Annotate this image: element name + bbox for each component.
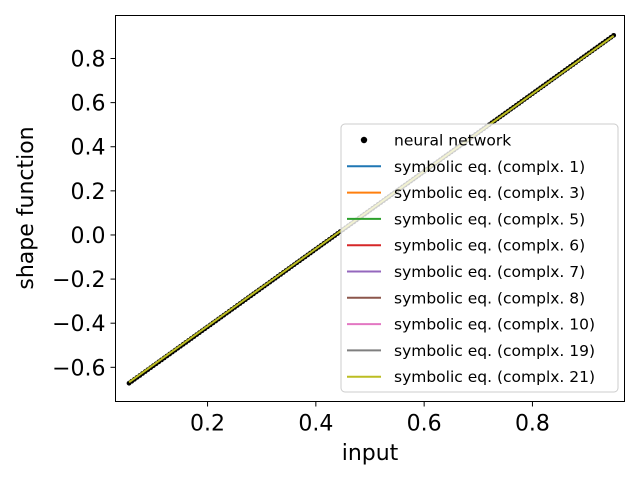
y-tick-label: 0.6 xyxy=(71,92,106,117)
y-tick-label: −0.4 xyxy=(52,312,105,337)
y-axis-label: shape function xyxy=(14,126,39,289)
legend-label-4: symbolic eq. (complx. 6) xyxy=(394,237,585,255)
y-axis-ticks: −0.6 −0.4 −0.2 0.0 0.2 0.4 0.6 0.8 xyxy=(52,48,116,381)
y-tick-label: −0.2 xyxy=(52,268,105,293)
legend-label-3: symbolic eq. (complx. 5) xyxy=(394,210,585,228)
x-tick-label: 0.4 xyxy=(298,412,333,437)
y-tick-label: 0.0 xyxy=(71,224,106,249)
legend-label-1: symbolic eq. (complx. 1) xyxy=(394,158,585,176)
legend-label-6: symbolic eq. (complx. 8) xyxy=(394,289,585,307)
y-tick-label: −0.6 xyxy=(52,356,105,381)
x-tick-label: 0.2 xyxy=(190,412,225,437)
legend-label-2: symbolic eq. (complx. 3) xyxy=(394,184,585,202)
x-axis-label: input xyxy=(342,441,399,466)
y-tick-label: 0.8 xyxy=(71,48,106,73)
legend-box xyxy=(340,123,619,393)
x-tick-label: 0.8 xyxy=(515,412,550,437)
legend: neural network symbolic eq. (complx. 1) sy… xyxy=(340,123,619,393)
legend-label-8: symbolic eq. (complx. 19) xyxy=(394,342,595,360)
x-tick-label: 0.6 xyxy=(407,412,442,437)
legend-label-7: symbolic eq. (complx. 10) xyxy=(394,316,595,334)
legend-label-9: symbolic eq. (complx. 21) xyxy=(394,368,595,386)
legend-label-neural-network: neural network xyxy=(394,132,511,150)
y-tick-label: 0.4 xyxy=(71,136,106,161)
y-tick-label: 0.2 xyxy=(71,180,106,205)
legend-items: neural network symbolic eq. (complx. 1) sy… xyxy=(347,132,595,386)
legend-marker-neural-network xyxy=(360,136,368,144)
x-axis-ticks: 0.2 0.4 0.6 0.8 xyxy=(190,401,550,437)
plot-frame xyxy=(115,15,625,402)
legend-label-5: symbolic eq. (complx. 7) xyxy=(394,263,585,281)
